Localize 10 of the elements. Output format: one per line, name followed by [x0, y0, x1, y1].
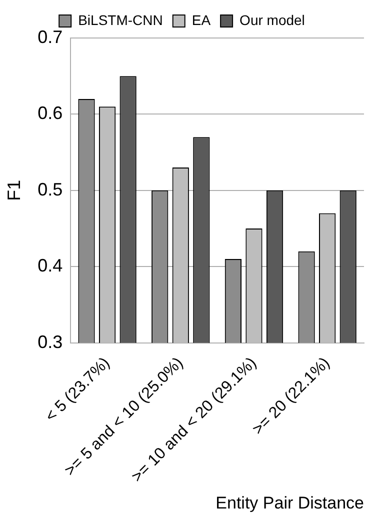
y-tick-label: 0.5: [38, 179, 63, 200]
y-tick-label: 0.6: [38, 103, 63, 124]
y-tick-label: 0.4: [38, 256, 63, 276]
x-axis-title: Entity Pair Distance: [216, 493, 364, 512]
y-tick-label: 0.3: [38, 332, 63, 352]
y-axis-title: F1: [4, 180, 24, 201]
legend-label: EA: [192, 12, 212, 28]
y-tick-label: 0.7: [38, 26, 63, 47]
legend-label: Our model: [240, 12, 305, 28]
legend-label: BiLSTM-CNN: [78, 12, 163, 28]
